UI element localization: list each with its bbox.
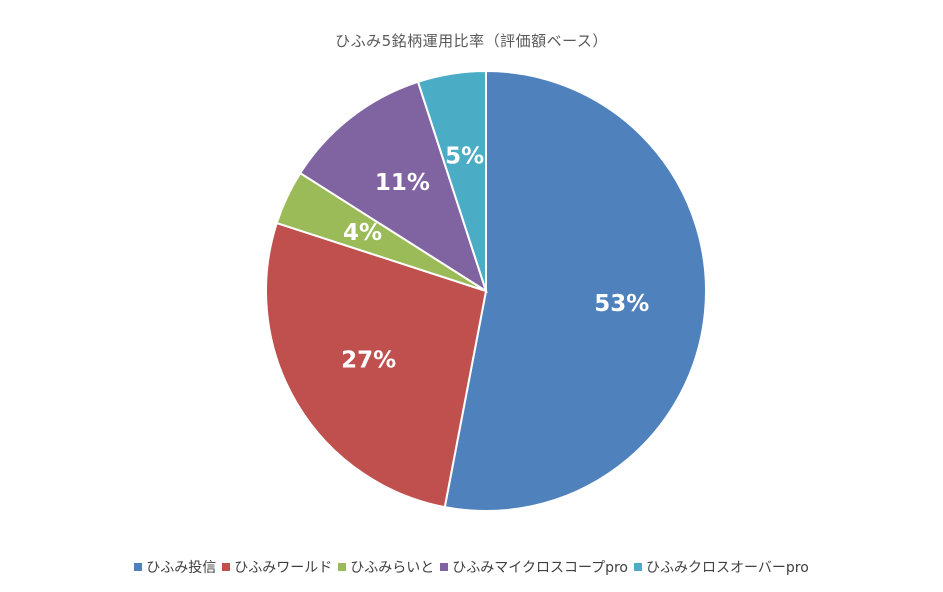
legend-item-2: ひふみワールド xyxy=(222,557,332,577)
legend-item-1: ひふみ投信 xyxy=(134,557,216,577)
legend-swatch-2 xyxy=(222,563,231,571)
legend-item-3: ひふみらいと xyxy=(338,557,434,577)
legend-label-5: ひふみクロスオーバーpro xyxy=(646,560,809,576)
legend-item-5: ひふみクロスオーバーpro xyxy=(634,557,809,577)
legend-item-4: ひふみマイクロスコープpro xyxy=(440,557,628,577)
slice-label-1: 53% xyxy=(594,291,649,317)
legend-swatch-5 xyxy=(634,563,642,571)
slice-label-5: 5% xyxy=(445,143,484,169)
legend: ひふみ投信 ひふみワールド ひふみらいと ひふみマイクロスコープpro ひふみクロスオー… xyxy=(0,557,943,577)
legend-swatch-4 xyxy=(440,563,449,571)
legend-label-1: ひふみ投信 xyxy=(146,560,217,576)
legend-label-4: ひふみマイクロスコープpro xyxy=(452,560,628,576)
legend-swatch-3 xyxy=(338,563,347,571)
slice-label-2: 27% xyxy=(341,347,396,373)
pie-slice-1 xyxy=(443,69,707,512)
legend-label-3: ひふみらいと xyxy=(350,560,435,576)
pie-labels: 53% 27% 4% 11% 5% xyxy=(341,143,649,373)
chart-title: ひふみ5銘柄運用比率（評価額ベース） xyxy=(335,32,608,50)
pie-slices xyxy=(265,69,707,512)
legend-swatch-1 xyxy=(134,563,143,571)
legend-label-2: ひふみワールド xyxy=(234,560,333,576)
slice-label-3: 4% xyxy=(343,220,382,246)
pie-slice-2 xyxy=(265,221,488,509)
slice-label-4: 11% xyxy=(375,170,430,196)
pie-slice-5 xyxy=(416,69,487,292)
pie-slice-4 xyxy=(298,80,488,294)
